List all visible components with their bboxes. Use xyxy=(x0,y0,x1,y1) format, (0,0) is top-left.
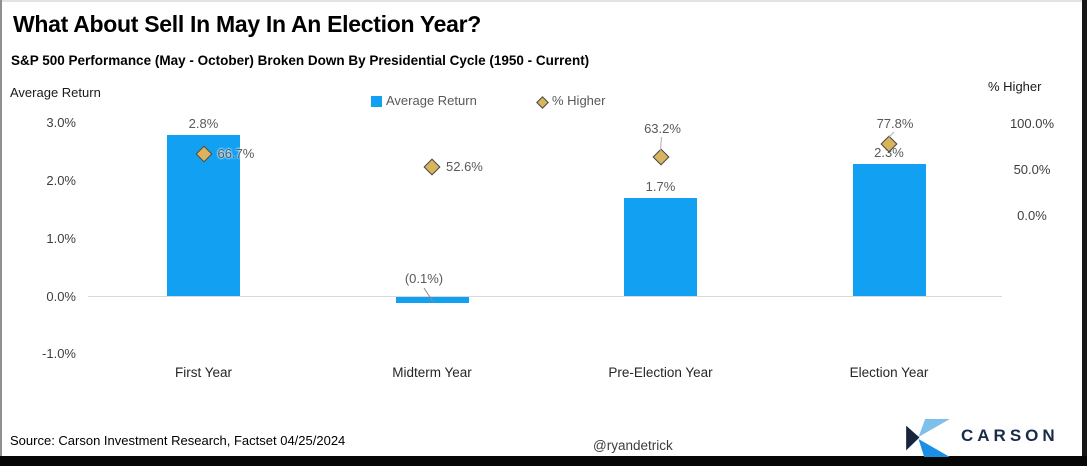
pct-higher-diamond-icon xyxy=(423,158,441,176)
pct-higher-label: 66.7% xyxy=(217,146,255,162)
left-axis-tick: 1.0% xyxy=(46,230,76,246)
legend-bar-swatch-icon xyxy=(371,96,382,107)
left-axis-tick: 2.0% xyxy=(46,172,76,188)
category-label: Election Year xyxy=(849,365,929,380)
chart-title: What About Sell In May In An Election Ye… xyxy=(13,11,482,37)
legend-pct-higher-label: % Higher xyxy=(552,93,606,108)
twitter-handle: @ryandetrick xyxy=(593,438,673,453)
legend-diamond-swatch-icon xyxy=(536,96,549,109)
carson-logo-icon xyxy=(906,419,950,457)
frame-border-top xyxy=(0,0,1087,2)
bar-value-label: 1.7% xyxy=(645,179,676,195)
bar-election-year xyxy=(852,163,926,297)
category-label: Pre-Election Year xyxy=(608,365,713,380)
bar-midterm-year xyxy=(395,297,469,303)
bar-pre-election-year xyxy=(624,198,697,297)
left-axis-title: Average Return xyxy=(10,85,101,100)
category-label: First Year xyxy=(174,365,233,380)
source-note: Source: Carson Investment Research, Fact… xyxy=(10,433,346,448)
right-axis-title: % Higher xyxy=(988,79,1042,94)
chart-subtitle: S&P 500 Performance (May - October) Brok… xyxy=(11,53,590,68)
right-axis-tick: 50.0% xyxy=(1013,161,1051,177)
pct-higher-label: 63.2% xyxy=(644,121,681,136)
carson-brand-name: CARSON xyxy=(961,426,1059,445)
pct-higher-label: 77.8% xyxy=(876,116,914,131)
left-axis-tick: -1.0% xyxy=(42,346,76,362)
right-axis-tick: 0.0% xyxy=(1017,207,1047,223)
left-axis-tick: 3.0% xyxy=(46,115,76,131)
bar-value-label: (0.1%) xyxy=(404,271,444,286)
bar-value-label: 2.8% xyxy=(188,115,219,131)
frame-border-bottom xyxy=(0,456,1087,466)
left-axis-tick: 0.0% xyxy=(46,288,76,304)
frame-border-right xyxy=(1082,0,1087,466)
legend-average-return-label: Average Return xyxy=(386,93,477,108)
category-label: Midterm Year xyxy=(392,365,472,380)
pct-higher-diamond-icon xyxy=(652,148,669,166)
zero-gridline xyxy=(88,296,1002,297)
pct-higher-label: 52.6% xyxy=(446,159,483,175)
right-axis-tick: 100.0% xyxy=(1009,115,1055,131)
frame-border-left xyxy=(0,0,2,466)
